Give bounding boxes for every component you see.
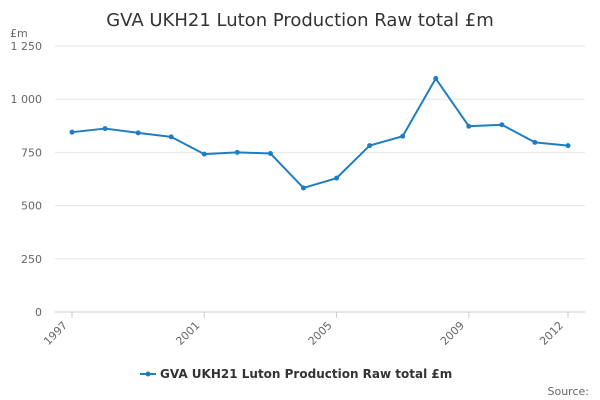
data-point[interactable] — [367, 143, 373, 149]
data-point[interactable] — [102, 126, 108, 132]
data-point[interactable] — [334, 175, 340, 181]
data-point[interactable] — [168, 134, 174, 140]
x-tick-label: 1997 — [41, 319, 70, 348]
source-label: Source: — [548, 385, 590, 398]
x-axis-ticks: 1997 2001 2005 2009 2012 — [41, 312, 569, 348]
gridlines — [55, 45, 585, 260]
data-point[interactable] — [499, 122, 505, 128]
data-point[interactable] — [201, 151, 207, 157]
data-point[interactable] — [466, 123, 472, 129]
data-point[interactable] — [234, 149, 240, 155]
data-point[interactable] — [69, 129, 75, 135]
x-tick-label: 2005 — [306, 319, 335, 348]
y-axis-ticks: 0 250 500 750 1 000 1 250 — [11, 40, 43, 319]
legend-marker-swatch — [145, 371, 151, 377]
y-tick-label: 250 — [21, 253, 42, 266]
chart-title: GVA UKH21 Luton Production Raw total £m — [106, 10, 494, 31]
y-tick-label: 0 — [35, 306, 42, 319]
series-line — [71, 77, 569, 189]
series-layer — [69, 76, 571, 191]
y-tick-label: 1 000 — [11, 93, 43, 106]
data-point[interactable] — [400, 133, 406, 139]
data-point[interactable] — [267, 150, 273, 156]
y-tick-label: 500 — [21, 200, 42, 213]
data-point[interactable] — [433, 76, 439, 82]
data-point[interactable] — [532, 139, 538, 145]
x-tick-label: 2009 — [438, 319, 467, 348]
y-tick-label: 750 — [21, 146, 42, 159]
data-point[interactable] — [565, 143, 571, 149]
x-tick-label: 2012 — [537, 319, 566, 348]
legend-label: GVA UKH21 Luton Production Raw total £m — [160, 367, 452, 381]
x-tick-label: 2001 — [173, 319, 202, 348]
data-point[interactable] — [135, 130, 141, 136]
y-tick-label: 1 250 — [11, 40, 43, 53]
y-axis-unit: £m — [10, 27, 28, 40]
data-point[interactable] — [300, 185, 306, 191]
legend[interactable]: GVA UKH21 Luton Production Raw total £m — [140, 367, 452, 381]
